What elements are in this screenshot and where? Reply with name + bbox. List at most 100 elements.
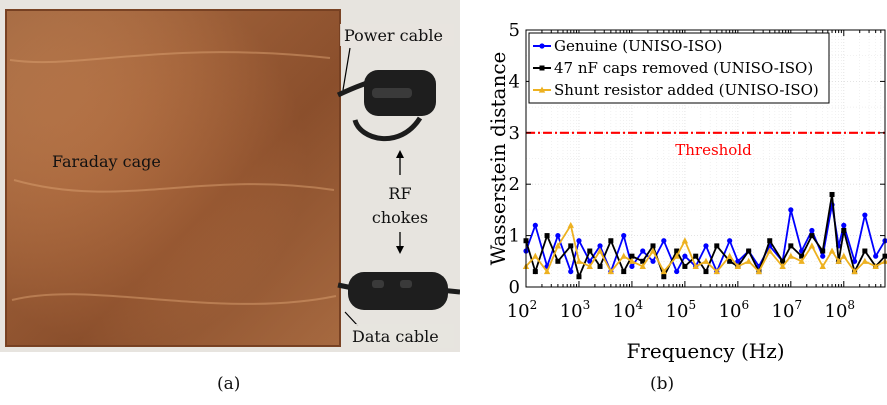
data-point-triangle xyxy=(861,257,869,264)
data-point-triangle xyxy=(554,242,562,249)
y-tick-label: 3 xyxy=(509,123,520,144)
x-tick-label-exponent: 5 xyxy=(689,298,697,312)
x-tick-label-base: 10 xyxy=(507,301,530,322)
foil-wrinkles xyxy=(9,51,337,305)
data-point-square xyxy=(568,243,574,249)
data-point-triangle xyxy=(808,242,816,249)
panel-b-caption: (b) xyxy=(650,374,675,394)
data-point-triangle xyxy=(819,262,826,270)
power-cable-pointer xyxy=(342,47,351,91)
x-tick-label: 106 xyxy=(719,298,750,322)
data-point-circle xyxy=(727,238,733,244)
data-point-circle xyxy=(820,253,826,259)
data-cable-label-bg xyxy=(348,324,454,348)
data-point-square xyxy=(693,253,699,259)
data-point-square xyxy=(809,233,815,239)
data-point-square xyxy=(820,248,826,254)
legend-box xyxy=(528,32,830,104)
data-point-square xyxy=(539,65,545,71)
data-point-square xyxy=(799,253,805,259)
data-point-square xyxy=(608,238,614,244)
data-point-triangle xyxy=(639,262,646,270)
data-point-triangle xyxy=(872,262,879,270)
rf-choke-data xyxy=(348,272,448,310)
data-point-square xyxy=(576,274,582,280)
data-point-triangle xyxy=(620,252,627,259)
data-point-circle xyxy=(621,233,627,239)
rf-chokes-label-line1: RF xyxy=(388,184,411,203)
data-point-square xyxy=(788,243,794,249)
data-point-square xyxy=(544,233,550,239)
rf-choke-data-slot xyxy=(372,280,384,288)
x-tick-label-base: 10 xyxy=(666,301,689,322)
data-point-square xyxy=(746,248,752,254)
data-point-triangle xyxy=(726,252,733,259)
data-point-square xyxy=(682,263,688,269)
x-tick-label: 103 xyxy=(560,298,591,322)
rf-arrow-up-head xyxy=(396,150,404,158)
data-point-triangle xyxy=(835,257,842,264)
y-tick-label: 2 xyxy=(509,174,520,195)
data-point-circle xyxy=(682,253,688,259)
faraday-cage-label: Faraday cage xyxy=(52,152,161,171)
data-point-square xyxy=(714,243,720,249)
legend-label: Shunt resistor added (UNISO-ISO) xyxy=(554,81,819,99)
x-tick-label-base: 10 xyxy=(825,301,848,322)
power-cable-label: Power cable xyxy=(344,26,443,45)
data-point-triangle xyxy=(586,262,593,270)
rf-choke-power-detail xyxy=(372,88,412,98)
data-cable-label: Data cable xyxy=(352,327,439,346)
data-point-square xyxy=(597,263,603,269)
x-tick-label: 102 xyxy=(507,298,538,322)
power-cable-loop xyxy=(352,116,423,141)
panel-b-chart: Threshold 0 1 2 3 4 5 102 103 104 105 106 107 108 Fre… xyxy=(460,0,887,370)
x-tick-label-exponent: 6 xyxy=(741,298,749,312)
data-point-square xyxy=(727,258,733,264)
rf-chokes-label-line2: chokes xyxy=(372,208,428,227)
data-point-triangle xyxy=(798,257,805,264)
data-point-circle xyxy=(788,207,794,213)
rf-arrow-down-head xyxy=(396,246,404,254)
data-point-triangle xyxy=(660,268,668,275)
data-point-circle xyxy=(661,238,667,244)
x-tick-label-base: 10 xyxy=(719,301,742,322)
y-tick-label: 0 xyxy=(509,277,520,298)
data-point-triangle xyxy=(755,268,763,275)
data-point-triangle xyxy=(851,268,858,275)
data-point-square xyxy=(829,191,835,197)
data-point-triangle xyxy=(628,257,636,264)
data-point-circle xyxy=(539,43,545,49)
data-point-circle xyxy=(555,233,561,239)
data-point-triangle xyxy=(567,221,574,228)
data-point-triangle xyxy=(745,257,752,264)
data-point-square xyxy=(862,248,868,254)
x-tick-label: 107 xyxy=(772,298,803,322)
data-point-triangle xyxy=(787,252,795,259)
data-point-triangle xyxy=(673,252,680,259)
data-point-triangle xyxy=(713,268,720,275)
data-point-circle xyxy=(597,243,603,249)
x-tick-label-exponent: 4 xyxy=(636,298,644,312)
x-axis-label: Frequency (Hz) xyxy=(626,339,784,363)
threshold-layer: Threshold xyxy=(526,131,885,159)
faraday-cage-photo: Power cable Faraday cage RF chokes Data … xyxy=(0,0,461,352)
data-cable-pointer xyxy=(344,311,359,327)
panel-a-caption: (a) xyxy=(217,374,241,394)
data-point-square xyxy=(650,243,656,249)
data-point-square xyxy=(640,258,646,264)
data-point-circle xyxy=(862,212,868,218)
x-tick-label-exponent: 2 xyxy=(530,298,538,312)
data-point-square xyxy=(674,248,680,254)
y-tick-label: 5 xyxy=(509,20,520,41)
data-point-square xyxy=(629,253,635,259)
series-line xyxy=(525,194,886,280)
data-point-circle xyxy=(629,263,635,270)
data-point-triangle xyxy=(779,262,786,270)
x-tick-label: 108 xyxy=(825,298,856,322)
data-point-circle xyxy=(851,258,858,264)
x-tick-label-exponent: 3 xyxy=(583,298,591,312)
data-point-triangle xyxy=(575,257,583,264)
data-point-circle xyxy=(841,222,847,228)
data-point-circle xyxy=(587,258,593,264)
